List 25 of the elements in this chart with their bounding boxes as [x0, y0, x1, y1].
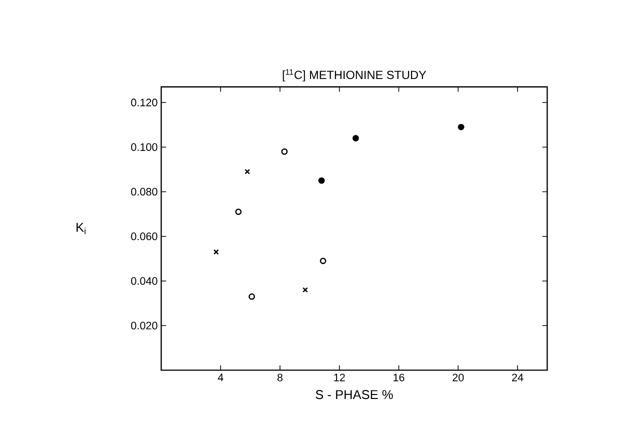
y-tick-label: 0.020 [131, 322, 158, 330]
point [244, 168, 250, 174]
y-tick-label: 0.080 [131, 188, 158, 196]
x-tick-label: 8 [277, 374, 283, 382]
point [235, 208, 242, 215]
chart-title: [$^{11}$C] METHIONINE STUDY [282, 69, 426, 82]
point [320, 258, 326, 264]
x-tick-label: 24 [512, 374, 524, 382]
y-axis-title: K$_{i}$ [76, 222, 86, 234]
point [302, 287, 308, 293]
point [458, 124, 464, 130]
point [352, 134, 359, 142]
x-tick-label: 12 [334, 374, 345, 382]
x-tick-label: 20 [452, 374, 464, 382]
point [248, 293, 255, 300]
x-axis-title: S - PHASE % [316, 390, 393, 399]
y-tick-label: 0.120 [131, 98, 158, 106]
x-tick-label: 16 [394, 374, 404, 382]
point [213, 249, 219, 255]
y-tick-label: 0.100 [131, 143, 158, 151]
point [281, 148, 288, 155]
y-tick-label: 0.060 [131, 232, 158, 240]
point [318, 177, 325, 184]
x-tick-label: 4 [218, 374, 224, 382]
y-tick-label: 0.040 [131, 277, 158, 285]
